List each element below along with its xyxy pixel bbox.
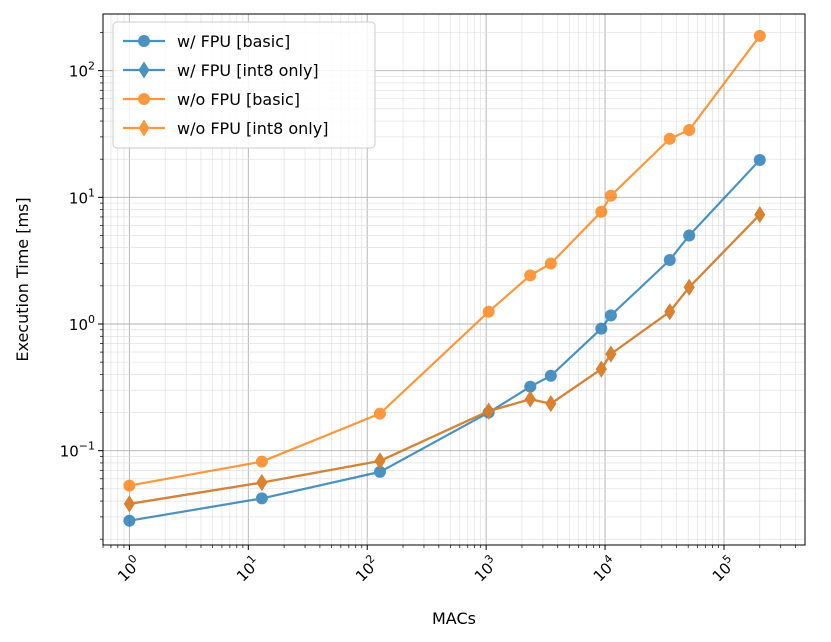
legend-marker xyxy=(138,61,150,79)
legend-marker xyxy=(138,119,150,137)
data-point xyxy=(123,495,135,513)
series-3 xyxy=(123,206,766,513)
legend-label: w/ FPU [basic] xyxy=(177,32,290,51)
y-tick-label: 101 xyxy=(69,186,95,207)
data-point xyxy=(754,206,766,224)
data-point xyxy=(123,479,136,492)
legend-marker xyxy=(138,35,150,47)
data-point xyxy=(373,465,386,478)
data-point xyxy=(373,407,386,420)
data-point xyxy=(753,29,766,42)
y-tick-label: 100 xyxy=(69,313,95,334)
legend-label: w/ FPU [int8 only] xyxy=(177,61,319,80)
data-point xyxy=(524,269,537,282)
plot-frame xyxy=(102,13,806,546)
data-point xyxy=(604,189,617,202)
data-point xyxy=(683,229,696,242)
y-tick-label: 102 xyxy=(69,60,95,81)
data-point xyxy=(374,452,386,470)
data-point xyxy=(482,305,495,318)
data-point xyxy=(595,205,608,218)
data-point xyxy=(256,474,268,492)
plot-series xyxy=(123,29,766,527)
data-point xyxy=(544,257,557,270)
legend-item xyxy=(123,35,165,47)
data-point xyxy=(255,455,268,468)
legend-item xyxy=(123,61,165,79)
y-tick-label: 10−1 xyxy=(60,440,95,461)
series-0 xyxy=(123,154,766,527)
legend-item xyxy=(123,119,165,137)
data-point xyxy=(683,278,695,296)
data-point xyxy=(595,322,608,335)
data-point xyxy=(604,309,617,322)
series-2 xyxy=(123,29,766,492)
data-point xyxy=(663,132,676,145)
data-point xyxy=(753,154,766,167)
data-point xyxy=(544,369,557,382)
data-point xyxy=(123,514,136,527)
legend-label: w/o FPU [int8 only] xyxy=(177,119,328,138)
data-point xyxy=(663,254,676,267)
data-point xyxy=(545,395,557,413)
data-point xyxy=(255,492,268,505)
legend: w/ FPU [basic] w/ FPU [int8 only] w/o FPU … xyxy=(112,21,376,149)
legend-box xyxy=(112,21,376,149)
y-axis-label: Execution Time [ms] xyxy=(13,197,32,361)
data-point xyxy=(605,345,617,363)
data-point xyxy=(595,360,607,378)
legend-item xyxy=(123,93,165,105)
data-point xyxy=(483,402,495,420)
data-point xyxy=(664,303,676,321)
legend-marker xyxy=(138,93,150,105)
data-point xyxy=(524,380,537,393)
legend-label: w/o FPU [basic] xyxy=(177,90,300,109)
x-axis-label: MACs xyxy=(432,609,476,628)
data-point xyxy=(683,123,696,136)
data-point xyxy=(524,390,536,408)
